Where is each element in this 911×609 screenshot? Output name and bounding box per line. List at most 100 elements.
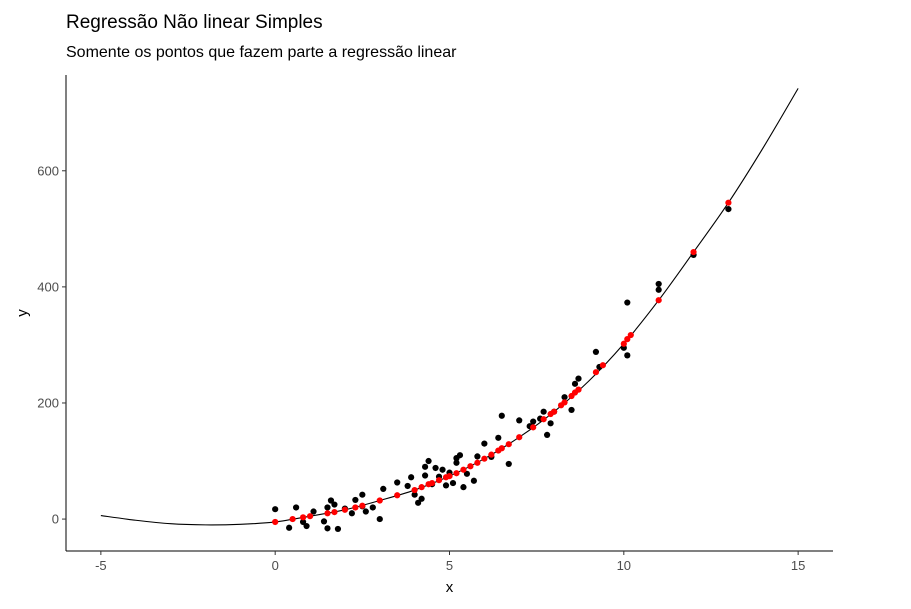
y-tick-label: 600: [37, 163, 59, 178]
fitted-point: [505, 441, 512, 448]
fitted-point: [599, 362, 607, 369]
observed-point: [415, 499, 422, 506]
observed-point: [456, 452, 464, 459]
fitted-point: [530, 424, 537, 431]
observed-point: [460, 484, 467, 491]
fitted-point: [561, 399, 568, 406]
fitted-point: [411, 486, 418, 494]
observed-point: [324, 504, 331, 511]
fitted-point: [460, 466, 467, 473]
observed-point: [293, 504, 300, 511]
observed-point: [624, 352, 631, 359]
fitted-point: [394, 492, 401, 499]
observed-point: [394, 479, 401, 486]
observed-point: [592, 348, 600, 355]
fitted-point: [428, 479, 436, 487]
observed-point: [655, 286, 662, 293]
observed-point: [324, 525, 331, 532]
fitted-point: [306, 513, 314, 520]
observed-point: [439, 466, 446, 473]
fitted-point: [331, 509, 338, 516]
fitted-point: [418, 484, 425, 491]
fitted-point: [481, 455, 488, 462]
y-tick-label: 400: [37, 279, 59, 294]
observed-point: [540, 408, 547, 415]
fitted-point: [446, 473, 453, 480]
observed-point: [362, 508, 369, 515]
y-tick-label: 0: [52, 512, 59, 527]
plot-area: [100, 88, 799, 533]
observed-point: [411, 491, 418, 498]
observed-point: [530, 418, 537, 425]
fit-curve-line: [100, 88, 799, 526]
observed-point: [498, 412, 505, 419]
chart-title: Regressão Não linear Simples: [66, 12, 323, 33]
fitted-point: [592, 369, 600, 376]
observed-point: [421, 472, 429, 479]
observed-point: [655, 280, 662, 288]
x-tick-label: 5: [446, 558, 453, 573]
observed-point: [481, 440, 488, 447]
fitted-point: [498, 445, 505, 452]
fitted-point: [540, 416, 547, 423]
fitted-point: [376, 497, 383, 504]
fitted-point: [324, 510, 331, 517]
observed-point: [272, 506, 279, 513]
observed-point: [425, 457, 432, 465]
observed-point: [310, 508, 317, 515]
observed-point: [359, 491, 366, 498]
observed-point: [449, 479, 457, 487]
observed-point: [463, 470, 471, 477]
fitted-point: [550, 408, 558, 415]
y-axis-title: y: [14, 309, 31, 317]
fitted-point: [467, 463, 474, 470]
observed-point: [470, 477, 478, 484]
fitted-point: [575, 386, 582, 393]
observed-point: [544, 431, 551, 439]
fitted-point: [516, 434, 523, 441]
observed-point: [299, 518, 307, 526]
observed-point: [408, 474, 415, 481]
observed-point: [725, 205, 732, 213]
y-tick-label: 200: [37, 395, 59, 410]
fitted-point: [289, 515, 296, 523]
observed-point: [624, 299, 631, 306]
observed-point: [380, 485, 387, 492]
fitted-point: [627, 331, 634, 339]
x-tick-label: 0: [272, 558, 279, 573]
fitted-point: [620, 340, 627, 347]
fitted-point: [435, 477, 443, 484]
x-tick-label: -5: [95, 558, 107, 573]
observed-point: [495, 434, 502, 441]
fitted-point: [359, 502, 366, 509]
observed-point: [376, 515, 383, 523]
observed-point: [327, 497, 335, 504]
fitted-point: [453, 470, 460, 477]
observed-point: [352, 496, 359, 504]
observed-point: [432, 464, 439, 472]
observed-point: [453, 459, 460, 466]
observed-point: [474, 453, 481, 460]
x-tick-label: 10: [617, 558, 631, 573]
fitted-point: [624, 336, 631, 343]
observed-point: [334, 525, 342, 533]
fitted-point: [272, 518, 279, 526]
observed-point: [320, 518, 328, 525]
fitted-point: [341, 506, 349, 513]
x-tick-label: 15: [791, 558, 805, 573]
observed-point: [547, 420, 554, 427]
observed-point: [421, 463, 429, 470]
observed-point: [404, 482, 411, 490]
observed-point: [331, 501, 338, 508]
observed-point: [505, 460, 512, 468]
fitted-point: [474, 459, 481, 466]
observed-point: [442, 482, 450, 489]
chart-subtitle: Somente os pontos que fazem parte a regr…: [66, 44, 457, 61]
observed-point: [516, 417, 523, 424]
observed-point: [418, 495, 425, 502]
x-axis-title: x: [446, 579, 454, 596]
observed-point: [286, 524, 293, 531]
observed-point: [568, 406, 575, 414]
fitted-point: [655, 297, 662, 304]
